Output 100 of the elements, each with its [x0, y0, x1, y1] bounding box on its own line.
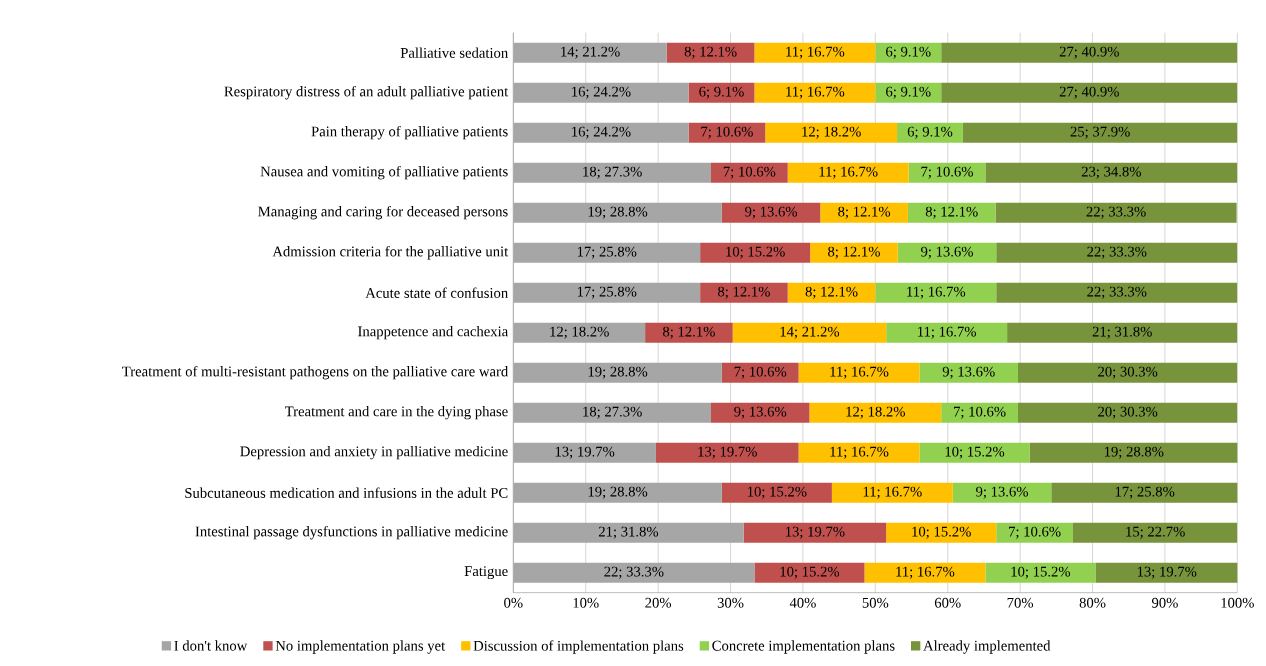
y-tick-label: Intestinal passage dysfunctions in palliative medicine [195, 525, 508, 540]
data-label: 20; 30.3% [1098, 406, 1158, 419]
data-label: 13; 19.7% [555, 446, 615, 459]
x-tick-label: 10% [573, 597, 599, 608]
bar [666, 42, 755, 63]
data-label: 16; 24.2% [572, 86, 631, 99]
data-label: 21; 31.8% [1092, 326, 1152, 339]
data-label: 19; 28.8% [1104, 446, 1164, 459]
y-tick-label: Palliative sedation [400, 47, 508, 58]
data-label: 11; 16.7% [786, 46, 845, 59]
bar [809, 402, 942, 423]
bar [1029, 442, 1238, 463]
data-label: 11; 16.7% [863, 486, 922, 499]
data-label: 18; 27.3% [583, 166, 642, 179]
data-label: 8; 12.1% [684, 46, 737, 59]
bar [743, 522, 887, 543]
bar [962, 122, 1238, 143]
y-tick-label: Treatment of multi-resistant pathogens on the palliative care ward [122, 365, 509, 380]
data-label: 18; 27.3% [583, 406, 642, 419]
data-label: 20; 30.3% [1098, 366, 1158, 379]
data-label: 10; 15.2% [1011, 566, 1071, 579]
data-label: 14; 21.2% [780, 326, 840, 339]
legend-label: Already implemented [923, 640, 1051, 654]
bar [886, 322, 1008, 343]
data-label: 10; 15.2% [726, 246, 785, 259]
bar [710, 402, 810, 423]
bar [810, 242, 898, 263]
bar [754, 42, 876, 63]
bar [995, 202, 1237, 223]
bar [941, 82, 1238, 103]
bar [864, 562, 986, 583]
data-label: 11; 16.7% [819, 166, 878, 179]
data-label: 15; 22.7% [1126, 526, 1185, 539]
bar [897, 242, 997, 263]
bar [798, 442, 920, 463]
data-label: 10; 15.2% [945, 446, 1005, 459]
data-label: 9; 13.6% [745, 206, 798, 219]
data-label: 12; 18.2% [550, 326, 609, 339]
data-label: 23; 34.8% [1081, 166, 1141, 179]
bar [897, 122, 963, 143]
x-tick-label: 70% [1007, 597, 1034, 608]
data-label: 16; 24.2% [572, 126, 631, 139]
bar [1072, 522, 1238, 543]
bar [1017, 402, 1238, 423]
data-label: 21; 31.8% [598, 526, 659, 539]
x-tick-label: 50% [862, 597, 889, 608]
bar [754, 562, 865, 583]
bar [655, 442, 799, 463]
data-label: 9; 13.6% [921, 246, 973, 259]
x-tick-label: 30% [717, 597, 744, 608]
y-tick-label: Admission criteria for the palliative unit [272, 245, 509, 260]
data-label: 10; 15.2% [912, 526, 971, 539]
bar [886, 522, 997, 543]
bar [875, 42, 942, 63]
data-label: 22; 33.3% [1086, 206, 1146, 219]
data-label: 11; 16.7% [830, 366, 889, 379]
data-label: 17; 25.8% [577, 286, 637, 299]
bar [820, 202, 908, 223]
x-tick-label: 80% [1079, 597, 1106, 608]
data-label: 10; 15.2% [748, 486, 807, 499]
y-tick-label: Subcutaneous medication and infusions in the adult PC [185, 487, 508, 498]
data-label: 13; 19.7% [1137, 566, 1197, 579]
y-tick-label: Fatigue [464, 566, 508, 580]
bar [700, 242, 811, 263]
data-label: 9; 13.6% [942, 366, 995, 379]
y-tick-label: Nausea and vomiting of palliative patients [260, 165, 508, 180]
legend-label: No implementation plans yet [275, 640, 446, 654]
y-tick-label: Managing and caring for deceased persons [258, 205, 508, 220]
bar [875, 82, 942, 103]
bar [831, 482, 953, 503]
bar [732, 322, 887, 343]
y-tick-label: Acute state of confusion [365, 287, 508, 298]
data-label: 11; 16.7% [918, 326, 977, 339]
data-label: 8; 12.1% [718, 286, 770, 299]
bar [688, 122, 766, 143]
bar [700, 282, 788, 303]
data-label: 12; 18.2% [802, 126, 861, 139]
bar [952, 482, 1052, 503]
legend-label: I don't know [174, 640, 248, 651]
data-label: 11; 16.7% [786, 86, 845, 99]
data-label: 17; 25.8% [1115, 486, 1175, 499]
data-label: 7; 10.6% [701, 126, 753, 139]
data-label: 13; 19.7% [698, 446, 757, 459]
bar [908, 162, 986, 183]
bar [985, 562, 1096, 583]
data-label: 22; 33.3% [604, 566, 664, 579]
bar [919, 442, 1030, 463]
data-label: 8; 12.1% [828, 246, 880, 259]
legend-label: Discussion of implementation plans [473, 640, 684, 654]
bar [941, 402, 1018, 423]
x-tick-label: 90% [1151, 597, 1178, 608]
bar [645, 322, 733, 343]
bar [941, 42, 1238, 63]
bar [765, 122, 898, 143]
data-label: 22; 33.3% [1087, 286, 1147, 299]
data-label: 27; 40.9% [1059, 46, 1119, 59]
data-label: 6; 9.1% [886, 86, 931, 99]
data-label: 7; 10.6% [921, 166, 973, 179]
data-label: 6; 9.1% [886, 46, 931, 59]
data-label: 8; 12.1% [805, 286, 858, 299]
